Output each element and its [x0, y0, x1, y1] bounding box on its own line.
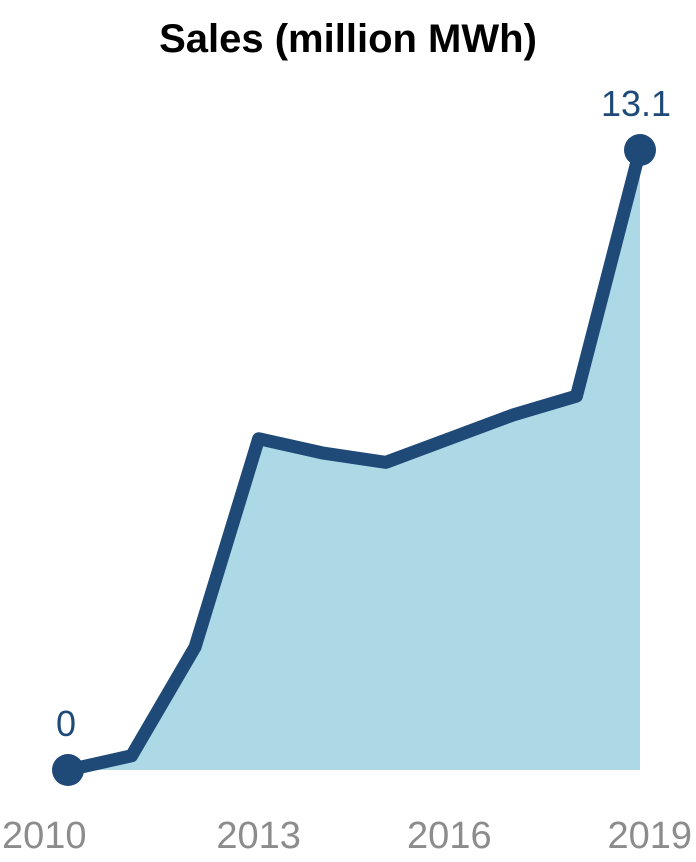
x-tick-label-2016: 2016 — [407, 815, 492, 857]
data-point-2010 — [52, 754, 84, 786]
x-axis-ticks: 2010 2013 2016 2019 — [2, 815, 692, 857]
data-labels: 013.1 — [56, 83, 671, 744]
x-tick-label-2019: 2019 — [607, 815, 692, 857]
data-label-2019: 13.1 — [601, 83, 671, 124]
data-points — [52, 134, 656, 786]
data-label-2010: 0 — [56, 703, 76, 744]
x-tick-label-2013: 2013 — [216, 815, 301, 857]
sales-series-line — [61, 143, 647, 777]
x-tick-label-2010: 2010 — [2, 815, 87, 857]
chart-title: Sales (million MWh) — [159, 17, 537, 61]
data-point-2019 — [624, 134, 656, 166]
